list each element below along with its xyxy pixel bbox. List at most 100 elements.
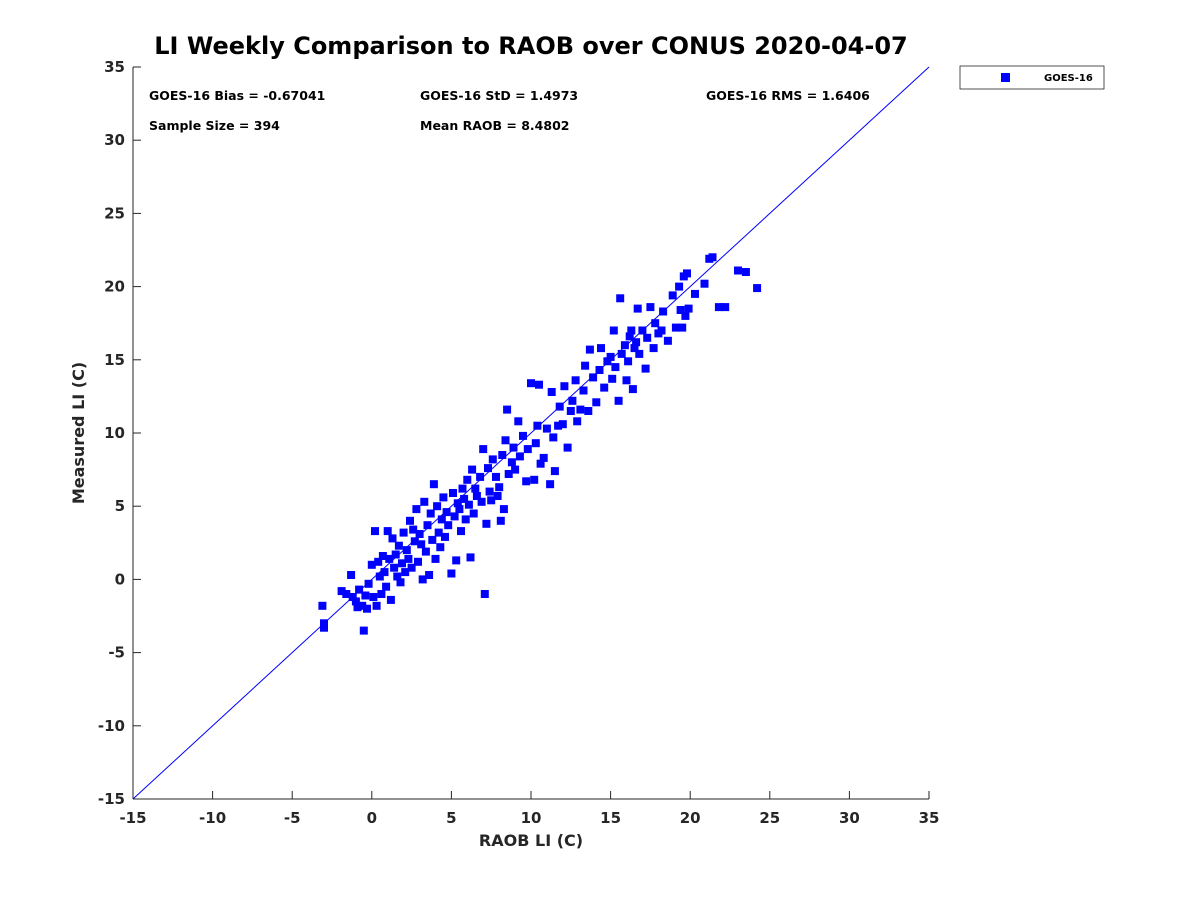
x-tick-label: 10 [521, 809, 542, 827]
data-point [523, 445, 532, 454]
data-point [741, 268, 750, 276]
data-point [320, 623, 328, 632]
data-point [514, 417, 523, 426]
one-to-one-line [132, 66, 930, 800]
data-point [579, 386, 588, 395]
plot-axes: -15 -10 -5 0 5 10 15 20 25 30 35 -15 -10 -5 0 5 10 15 20 25… [98, 58, 940, 827]
data-point [675, 282, 684, 291]
data-point [378, 552, 387, 560]
data-point [608, 374, 617, 383]
data-point [401, 568, 410, 577]
data-point [507, 458, 516, 467]
data-point [396, 578, 405, 587]
data-point [753, 284, 762, 293]
data-point [363, 604, 371, 613]
y-tick-label: 5 [115, 497, 125, 515]
data-point [522, 477, 531, 486]
data-point [480, 590, 489, 598]
data-point [442, 508, 451, 517]
data-point [611, 363, 620, 372]
data-point [429, 480, 438, 489]
data-point [527, 379, 535, 388]
data-point [635, 349, 644, 358]
data-point [425, 571, 434, 579]
chart-title: LI Weekly Comparison to RAOB over CONUS … [154, 32, 907, 60]
data-point [597, 344, 605, 353]
data-point [558, 420, 567, 429]
data-point [460, 494, 469, 503]
stat-annotation: GOES-16 StD = 1.4973 [420, 88, 578, 103]
data-point [394, 541, 403, 550]
x-tick-label: 30 [839, 809, 860, 827]
legend-marker-square-icon [1001, 73, 1010, 82]
x-axis-label: RAOB LI (C) [479, 831, 583, 850]
stat-annotation: Mean RAOB = 8.4802 [420, 118, 569, 133]
data-point [576, 405, 585, 414]
x-tick-label: -15 [119, 809, 146, 827]
data-point [603, 357, 612, 366]
data-point [627, 326, 636, 335]
data-point [439, 493, 448, 502]
data-point [630, 344, 639, 353]
data-point [383, 527, 392, 536]
data-point [708, 253, 717, 262]
data-point [479, 445, 488, 454]
data-point [509, 443, 518, 452]
data-point [447, 569, 456, 578]
data-point [681, 311, 690, 320]
data-point [573, 417, 582, 426]
data-point [493, 492, 502, 500]
y-tick-label: 0 [115, 570, 125, 588]
data-point [504, 470, 513, 478]
data-point [585, 345, 594, 354]
data-point [496, 516, 505, 525]
data-point [592, 398, 601, 407]
data-point [463, 475, 472, 484]
x-tick-label: -10 [199, 809, 226, 827]
data-point [351, 597, 360, 606]
data-point [678, 323, 687, 332]
data-point [536, 459, 545, 468]
data-point [555, 402, 564, 411]
data-point [402, 546, 411, 555]
data-point [412, 505, 421, 514]
data-point [659, 307, 668, 316]
data-point [476, 472, 485, 481]
data-point [622, 376, 631, 385]
one-to-one-line-group [132, 66, 930, 800]
data-point [374, 557, 383, 566]
data-point [367, 560, 376, 569]
x-tick-label: 15 [600, 809, 621, 827]
data-point [530, 475, 539, 484]
data-point [472, 492, 481, 500]
data-point [372, 601, 381, 610]
data-point [519, 431, 527, 440]
data-point [414, 557, 422, 566]
data-point [348, 593, 357, 601]
data-point [461, 515, 470, 524]
data-point [377, 590, 386, 598]
data-point [501, 436, 510, 445]
data-point [531, 439, 540, 448]
data-point [589, 373, 598, 382]
data-point [426, 509, 435, 518]
data-point [436, 543, 445, 552]
data-point [721, 303, 730, 312]
data-point [471, 484, 480, 493]
data-point [571, 376, 580, 385]
data-point [495, 483, 504, 492]
data-point [393, 572, 402, 581]
data-point [676, 306, 685, 314]
data-point [320, 619, 328, 628]
data-point [550, 467, 559, 476]
data-point [468, 465, 477, 474]
y-tick-label: 20 [104, 278, 125, 296]
data-point [547, 388, 556, 396]
data-point [584, 407, 593, 415]
data-point [560, 382, 569, 391]
data-point [684, 304, 693, 313]
data-point [632, 338, 641, 347]
legend: GOES-16 [959, 65, 1105, 90]
data-point [361, 591, 370, 600]
data-point [450, 512, 459, 521]
